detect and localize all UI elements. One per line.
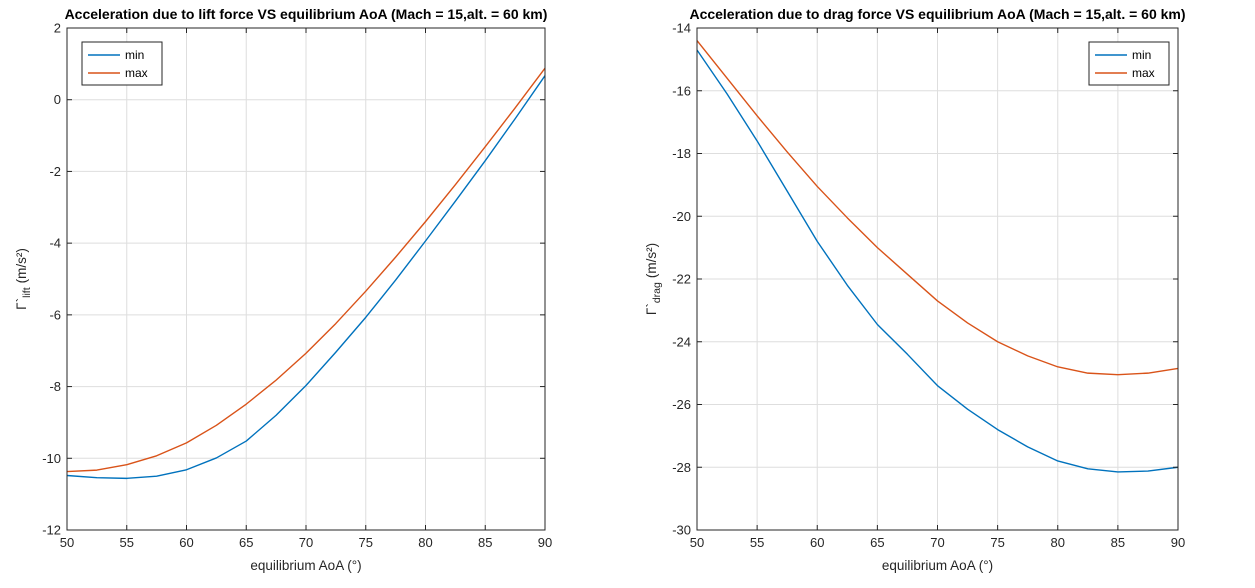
- y-tick-label: -2: [49, 164, 61, 179]
- series-line-min: [696, 49, 1179, 473]
- y-tick-label: -14: [672, 21, 691, 36]
- y-axis-label-subscript: lift: [21, 287, 33, 298]
- y-tick-label: -24: [672, 334, 691, 349]
- x-tick-label: 90: [538, 535, 552, 550]
- x-tick-label: 80: [418, 535, 432, 550]
- x-tick-label: 85: [478, 535, 492, 550]
- x-tick-label: 65: [239, 535, 253, 550]
- y-tick-label: -30: [672, 523, 691, 538]
- legend-label-min: min: [125, 48, 144, 62]
- y-axis-label-subscript: drag: [651, 282, 663, 303]
- x-tick-label: 75: [990, 535, 1004, 550]
- chart-title: Acceleration due to drag force VS equili…: [689, 6, 1185, 22]
- x-tick-label: 50: [690, 535, 704, 550]
- series-line-max: [66, 67, 546, 473]
- y-tick-label: -4: [49, 236, 61, 251]
- y-tick-label: -20: [672, 209, 691, 224]
- x-axis-label: equilibrium AoA (°): [882, 558, 993, 573]
- y-tick-label: -6: [49, 307, 61, 322]
- x-tick-label: 85: [1111, 535, 1125, 550]
- legend-label-max: max: [1132, 66, 1155, 80]
- y-tick-label: 2: [54, 21, 61, 36]
- chart-1: 50 55 60 65 70 75 80 85 90 -12 -10 -8 -6 -4 -2 0 2 Accele…: [14, 6, 552, 573]
- chart-title: Acceleration due to lift force VS equili…: [65, 6, 548, 22]
- x-tick-label: 90: [1171, 535, 1185, 550]
- y-axis-label-symbol: Γ`: [644, 303, 659, 315]
- x-tick-label: 70: [930, 535, 944, 550]
- legend-label-min: min: [1132, 48, 1151, 62]
- y-tick-label: -26: [672, 397, 691, 412]
- y-tick-label: 0: [54, 92, 61, 107]
- x-tick-label: 75: [359, 535, 373, 550]
- y-tick-label: -28: [672, 460, 691, 475]
- y-tick-label: -22: [672, 272, 691, 287]
- y-tick-label: -16: [672, 83, 691, 98]
- y-axis-label: Γ`lift (m/s²): [14, 248, 33, 310]
- y-tick-label: -12: [42, 523, 61, 538]
- y-tick-label: -18: [672, 146, 691, 161]
- x-tick-label: 55: [750, 535, 764, 550]
- x-tick-label: 80: [1051, 535, 1065, 550]
- x-tick-label: 60: [810, 535, 824, 550]
- series-line-max: [696, 40, 1179, 376]
- x-tick-label: 65: [870, 535, 884, 550]
- legend: min max: [1088, 41, 1170, 86]
- y-tick-label: -10: [42, 451, 61, 466]
- y-axis-label-unit: (m/s²): [644, 243, 659, 278]
- x-tick-label: 55: [120, 535, 134, 550]
- x-tick-label: 50: [60, 535, 74, 550]
- legend-label-max: max: [125, 66, 148, 80]
- series-line-min: [66, 75, 546, 480]
- x-tick-label: 60: [179, 535, 193, 550]
- y-tick-label: -8: [49, 379, 61, 394]
- legend: min max: [81, 41, 163, 86]
- chart-2: 50 55 60 65 70 75 80 85 90 -30 -28 -26 -24 -22 -20 -18 -…: [644, 6, 1186, 573]
- y-axis-label-symbol: Γ`: [14, 298, 29, 310]
- legend-box: [81, 41, 163, 86]
- x-tick-label: 70: [299, 535, 313, 550]
- x-axis-label: equilibrium AoA (°): [250, 558, 361, 573]
- y-axis-label-unit: (m/s²): [14, 248, 29, 283]
- legend-box: [1088, 41, 1170, 86]
- y-axis-label: Γ`drag (m/s²): [644, 243, 663, 315]
